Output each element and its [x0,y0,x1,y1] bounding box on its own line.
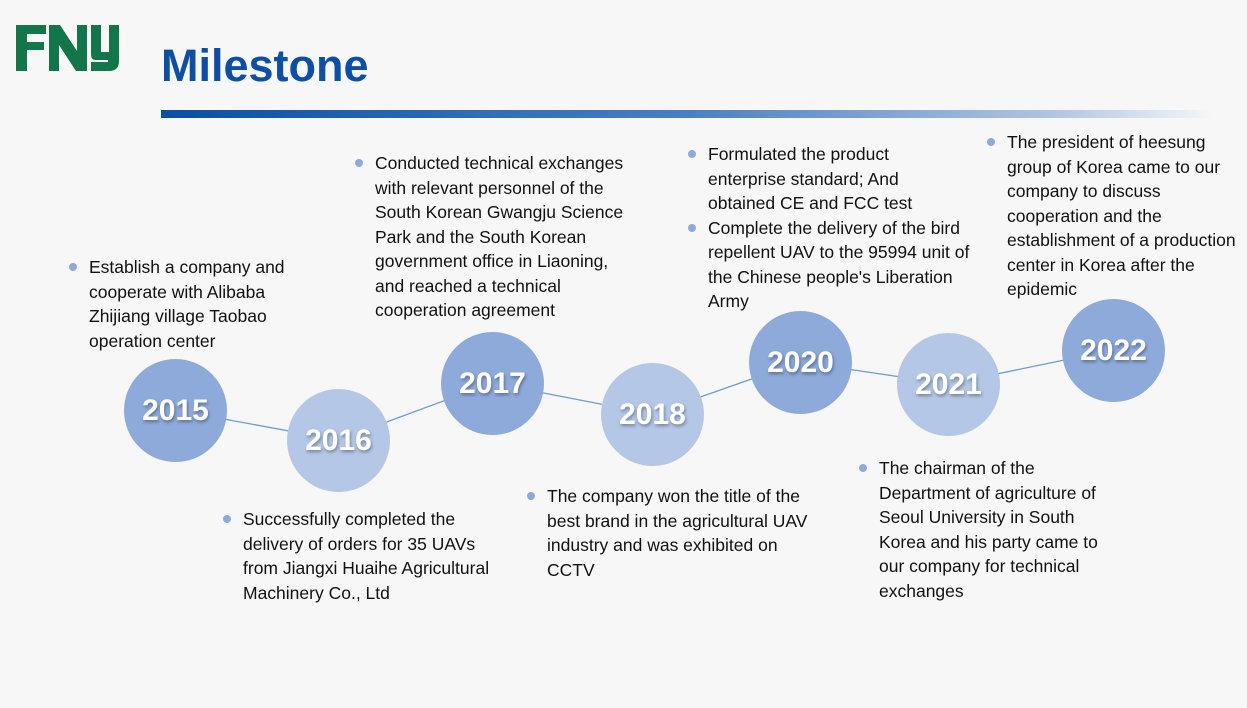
year-circle-2015: 2015 [124,359,227,462]
year-circle-2018: 2018 [601,363,704,466]
milestone-note-2018: The company won the title of the best br… [527,484,817,582]
milestone-note-2022: The president of heesung group of Korea … [987,130,1237,302]
note-item: The company won the title of the best br… [527,484,817,582]
note-item: Complete the delivery of the bird repell… [688,216,978,314]
note-item: The chairman of the Department of agricu… [859,456,1119,603]
milestone-note-2020: Formulated the product enterprise standa… [688,142,978,314]
year-circle-2020: 2020 [749,311,852,414]
note-item: The president of heesung group of Korea … [987,130,1237,302]
fny-logo [16,25,119,71]
year-circle-2022: 2022 [1062,299,1165,402]
year-circle-2016: 2016 [287,389,390,492]
page-title: Milestone [161,40,369,91]
note-item: Establish a company and cooperate with A… [69,255,294,353]
year-circle-2021: 2021 [897,333,1000,436]
title-underline [161,110,1214,118]
note-item: Formulated the product enterprise standa… [688,142,918,216]
milestone-note-2016: Successfully completed the delivery of o… [223,507,493,605]
note-item: Successfully completed the delivery of o… [223,507,493,605]
milestone-note-2017: Conducted technical exchanges with relev… [355,151,640,323]
note-item: Conducted technical exchanges with relev… [355,151,640,323]
milestone-note-2015: Establish a company and cooperate with A… [69,255,294,353]
year-circle-2017: 2017 [441,332,544,435]
milestone-note-2021: The chairman of the Department of agricu… [859,456,1119,603]
